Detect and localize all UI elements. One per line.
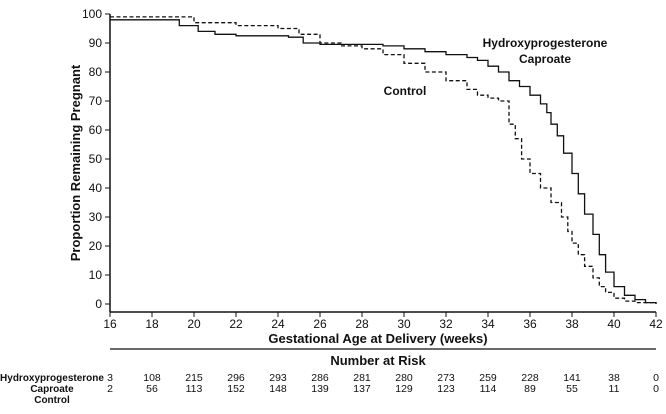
y-tick-label: 100 xyxy=(82,7,102,21)
risk-row-label: Control xyxy=(34,395,70,406)
x-tick-label: 26 xyxy=(313,317,327,331)
y-tick-label: 90 xyxy=(89,36,103,50)
x-tick-label: 20 xyxy=(187,317,201,331)
x-tick-label: 28 xyxy=(355,317,369,331)
risk-cell: 56 xyxy=(146,383,158,395)
risk-cell: 296 xyxy=(227,372,245,384)
risk-cell: 281 xyxy=(353,372,371,384)
risk-cell: 152 xyxy=(227,383,245,395)
risk-table-title: Number at Risk xyxy=(330,353,426,368)
risk-cell: 113 xyxy=(186,383,203,395)
risk-cell: 259 xyxy=(479,372,497,384)
risk-cell: 123 xyxy=(437,383,455,395)
risk-cell: 137 xyxy=(353,383,371,395)
annotation-hpc-line-2: Caproate xyxy=(519,52,571,66)
x-tick-label: 34 xyxy=(481,317,495,331)
y-tick-label: 60 xyxy=(89,123,103,137)
risk-cell: 89 xyxy=(524,383,536,395)
risk-cell: 273 xyxy=(437,372,455,384)
y-tick-label: 20 xyxy=(89,239,103,253)
x-tick-label: 22 xyxy=(229,317,243,331)
risk-cell: 0 xyxy=(653,372,659,384)
risk-cell: 293 xyxy=(269,372,287,384)
risk-cell: 0 xyxy=(653,383,659,395)
risk-cell: 148 xyxy=(269,383,287,395)
y-tick-label: 0 xyxy=(95,297,102,311)
y-axis-title: Proportion Remaining Pregnant xyxy=(68,64,83,261)
risk-table-cells: 3 108 215 296 293 286 281 280 273 259 228 141 38 0 2 56… xyxy=(107,372,659,395)
x-tick-label: 40 xyxy=(607,317,621,331)
annotation-hpc-line-1: Hydroxyprogesterone xyxy=(483,36,608,50)
x-tick-label: 16 xyxy=(103,317,117,331)
risk-cell: 2 xyxy=(107,383,113,395)
risk-cell: 38 xyxy=(608,372,620,384)
y-tick-label: 80 xyxy=(89,65,103,79)
annotation-control: Control xyxy=(384,84,427,98)
x-tick-label: 42 xyxy=(649,317,663,331)
x-tick-label: 36 xyxy=(523,317,537,331)
y-tick-label: 50 xyxy=(89,152,103,166)
risk-cell: 114 xyxy=(480,383,497,395)
x-tick-label: 18 xyxy=(145,317,159,331)
x-tick-label: 24 xyxy=(271,317,285,331)
y-tick-label: 30 xyxy=(89,210,103,224)
y-tick-label: 70 xyxy=(89,94,103,108)
y-tick-label: 40 xyxy=(89,181,103,195)
risk-cell: 55 xyxy=(566,383,578,395)
risk-row-label: Hydroxyprogesterone xyxy=(0,373,104,384)
risk-row-label: Caproate xyxy=(30,384,74,395)
risk-cell: 286 xyxy=(311,372,329,384)
series-layer xyxy=(110,16,657,304)
series-line-control xyxy=(110,16,657,304)
x-axis-title: Gestational Age at Delivery (weeks) xyxy=(268,331,487,346)
risk-cell: 129 xyxy=(395,383,413,395)
risk-cell: 280 xyxy=(395,372,413,384)
y-tick-label: 10 xyxy=(89,268,103,282)
risk-cell: 215 xyxy=(185,372,203,384)
risk-cell: 141 xyxy=(563,372,581,384)
risk-cell: 108 xyxy=(143,372,161,384)
risk-cell: 3 xyxy=(107,372,113,384)
x-axis-ticks: 16 18 20 22 24 26 28 30 32 34 36 38 40 42 xyxy=(103,312,663,331)
risk-cell: 228 xyxy=(521,372,539,384)
x-tick-label: 32 xyxy=(439,317,453,331)
plot-area xyxy=(109,14,656,313)
x-tick-label: 30 xyxy=(397,317,411,331)
x-tick-label: 38 xyxy=(565,317,579,331)
risk-cell: 139 xyxy=(311,383,329,395)
risk-cell: 11 xyxy=(609,383,620,395)
y-axis-ticks: 0 10 20 30 40 50 60 70 80 90 100 xyxy=(82,7,110,311)
series-line-hydroxyprogesterone-caproate xyxy=(110,19,657,304)
